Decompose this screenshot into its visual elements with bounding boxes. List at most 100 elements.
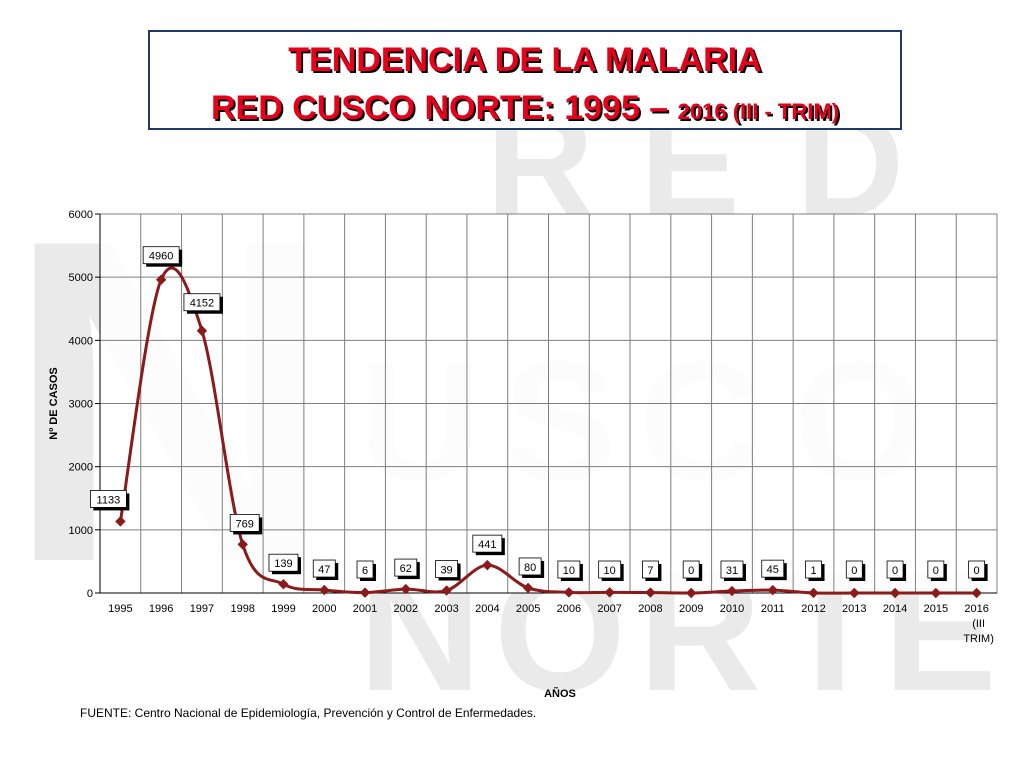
data-label: 4960 [142,246,183,267]
data-label: 4152 [183,293,223,314]
data-point [645,587,656,598]
data-label-box [89,490,127,508]
data-point [849,587,860,599]
y-tick-label: 6000 [69,209,93,221]
data-label-box [394,558,418,577]
x-tick-label: 2004 [475,603,499,615]
y-tick-label: 4000 [69,335,93,347]
x-tick-label: 1999 [271,603,295,615]
data-point [685,587,697,599]
data-label-text: 769 [236,518,254,530]
data-point [563,587,575,598]
data-label: 31 [720,560,746,581]
data-label-box [229,514,260,532]
x-tick-label: 2000 [312,603,336,615]
data-label: 47 [312,559,339,581]
data-point [278,579,289,590]
data-label-text: 0 [892,565,898,577]
x-tick-label: 2009 [679,603,703,615]
data-label: 62 [394,558,420,580]
data-label: 769 [229,514,263,535]
data-label-text: 10 [604,565,616,577]
data-label-box [268,553,299,572]
data-label-text: 0 [933,565,939,577]
data-label: 0 [968,560,988,581]
x-tick-label: 2005 [516,603,540,615]
data-label-text: 139 [274,558,292,570]
x-tick-label: 1998 [230,603,254,615]
x-tick-label: 2007 [597,603,621,615]
data-point [400,583,412,595]
data-label: 10 [557,560,583,581]
data-label-text: 31 [726,565,738,577]
data-label-box [886,560,904,579]
data-point [604,587,615,598]
data-label-text: 47 [318,564,330,576]
data-point [155,274,167,285]
x-tick-label: 2002 [394,603,418,615]
y-tick-label: 1000 [69,525,93,537]
data-point [359,587,371,598]
x-tick-label: 2012 [801,603,825,615]
data-label-box [472,534,503,553]
y-axis-title: Nº DE CASOS [48,367,60,439]
data-point [319,584,330,596]
y-tick-label: 5000 [69,272,93,284]
data-label-box [142,246,180,265]
data-label: 6 [356,560,377,581]
y-tick-label: 2000 [69,462,93,474]
x-tick-label: 2003 [434,603,458,615]
data-label-text: 1133 [97,494,121,506]
data-label-box [356,560,374,579]
title-box: TENDENCIA DE LA MALARIA RED CUSCO NORTE:… [148,30,902,130]
data-label-text: 0 [851,565,857,577]
x-tick-label: 1996 [149,603,173,615]
data-point [767,584,778,596]
data-label: 0 [845,560,866,581]
data-label-box [642,560,659,579]
data-point [930,587,942,599]
x-tick-label: 2006 [557,603,581,615]
data-point [115,516,126,527]
data-label-text: 4960 [149,251,173,263]
title-line-2: RED CUSCO NORTE: 1995 – 2016 (III - TRIM… [150,89,900,128]
data-label: 0 [927,560,947,581]
data-point [196,325,208,336]
title-line-2-tail: 2016 (III - TRIM) [677,99,840,124]
data-point [971,587,982,599]
data-point [522,582,534,594]
data-label-box [598,560,622,579]
x-tick-label: 2015 [924,603,948,615]
data-label-box [682,560,700,579]
data-label-text: 45 [767,564,779,576]
data-label-text: 0 [974,565,980,577]
data-label-box [968,560,986,579]
data-label: 1133 [89,490,130,511]
data-label: 1 [805,560,825,581]
data-label: 139 [268,553,301,575]
data-label-text: 6 [362,565,368,577]
title-line-1: TENDENCIA DE LA MALARIA [288,41,762,79]
x-tick-label: 1995 [108,603,132,615]
data-label-text: 10 [563,565,575,577]
data-label-text: 441 [478,539,496,551]
x-tick-label: 2014 [883,603,907,615]
source-note: FUENTE: Centro Nacional de Epidemiología… [80,706,537,720]
data-point [889,587,901,599]
x-tick-label: 2010 [720,603,744,615]
data-label-box [518,557,542,576]
data-label-box [312,559,336,578]
data-label-text: 0 [688,565,694,577]
data-point [441,585,452,596]
data-label-box [183,293,221,312]
x-tick-label: 2013 [842,603,866,615]
data-point [237,539,248,550]
data-label: 0 [682,560,703,581]
data-label: 0 [886,560,907,581]
data-label: 45 [761,559,787,581]
y-tick-label: 0 [87,588,93,600]
data-label-box [557,560,581,579]
data-label-text: 62 [400,563,412,575]
data-point [482,559,493,571]
data-label: 7 [642,560,662,581]
